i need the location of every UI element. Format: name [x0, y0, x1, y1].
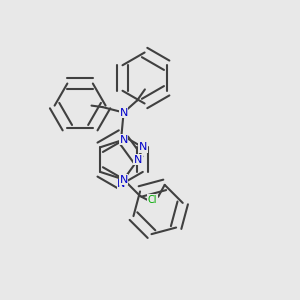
Text: N: N — [139, 142, 147, 152]
Text: N: N — [134, 154, 142, 165]
Text: N: N — [117, 179, 126, 189]
Text: N: N — [119, 107, 128, 118]
Text: N: N — [119, 135, 128, 145]
Text: Cl: Cl — [148, 195, 158, 205]
Text: N: N — [119, 175, 128, 184]
